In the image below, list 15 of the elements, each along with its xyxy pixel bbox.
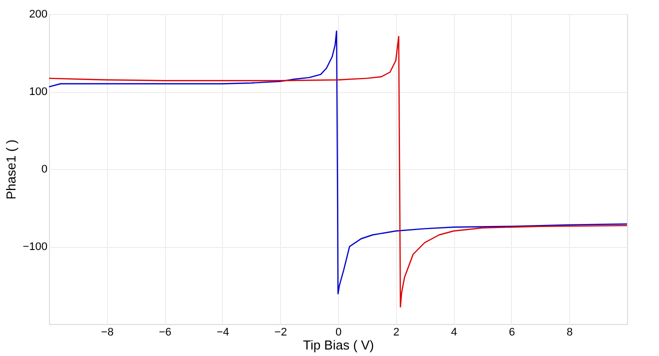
x-tick-label: −2 — [274, 326, 287, 338]
y-tick-label: 100 — [29, 86, 48, 98]
y-tick-label: −100 — [22, 241, 48, 253]
x-axis-title: Tip Bias ( V) — [302, 338, 374, 352]
x-tick-label: 0 — [335, 326, 342, 338]
x-tick-label: 8 — [566, 326, 573, 338]
y-tick-label: 0 — [41, 164, 48, 176]
x-tick-label: −8 — [101, 326, 114, 338]
x-tick-label: 2 — [393, 326, 400, 338]
y-tick-label: 200 — [29, 8, 48, 20]
x-tick-label: −4 — [216, 326, 230, 338]
x-tick-label: 6 — [508, 326, 515, 338]
x-tick-label: 4 — [451, 326, 458, 338]
x-tick-label: −6 — [158, 326, 172, 338]
y-axis-title: Phase1 ( ) — [4, 140, 19, 200]
